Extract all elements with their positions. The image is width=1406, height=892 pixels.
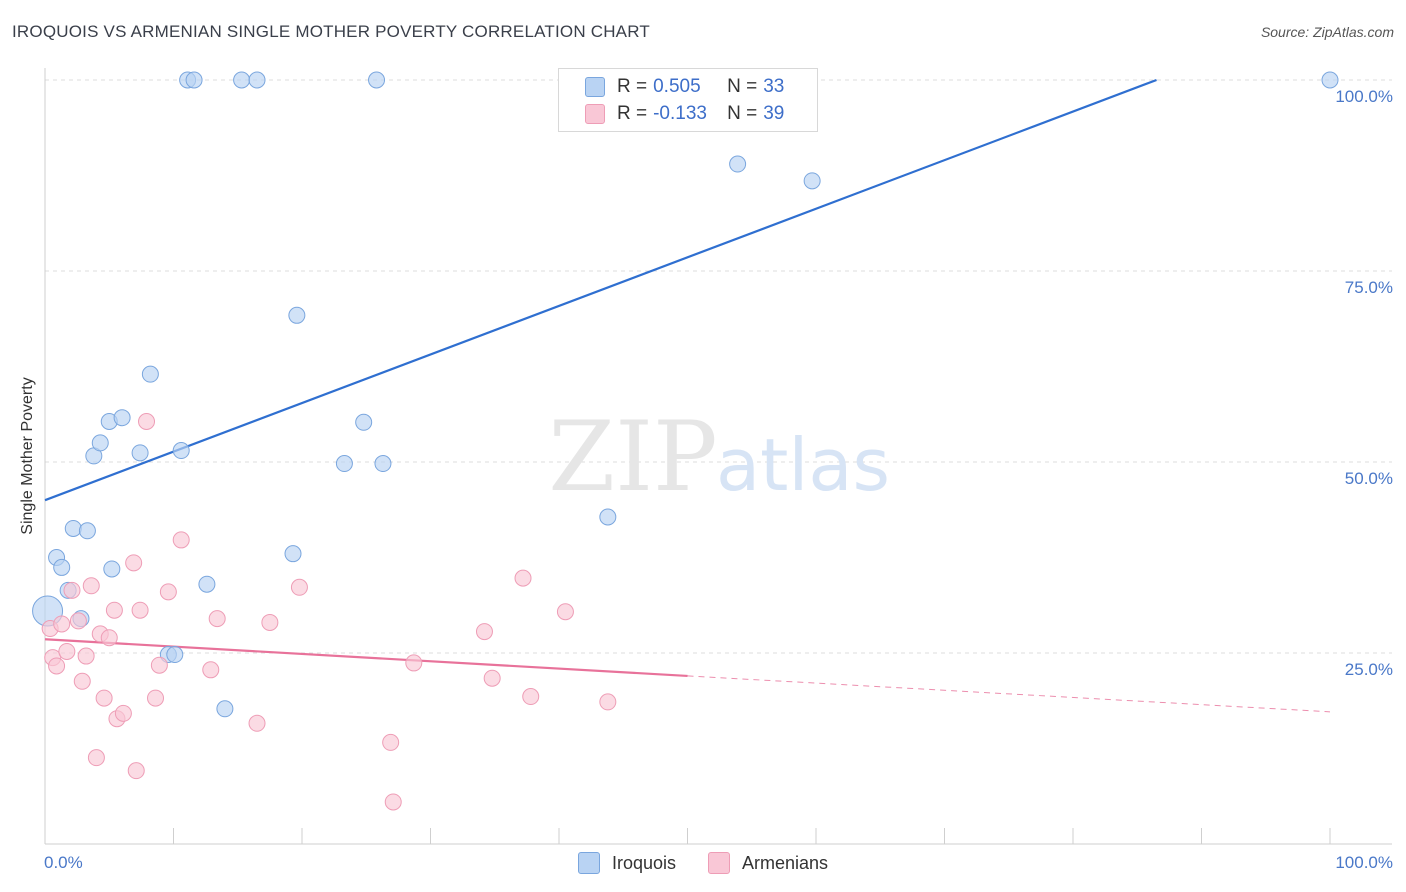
iroquois-point xyxy=(91,434,109,452)
armenians-point xyxy=(208,610,226,628)
armenians-point xyxy=(58,642,76,660)
armenians-point xyxy=(261,613,279,631)
armenians-point xyxy=(248,714,266,732)
iroquois-point xyxy=(248,71,266,89)
armenians-point xyxy=(405,654,423,672)
iroquois-point xyxy=(729,155,747,173)
armenians-point xyxy=(483,669,501,687)
iroquois-swatch xyxy=(585,77,605,97)
iroquois-point xyxy=(368,71,386,89)
armenians-point xyxy=(82,577,100,595)
armenians-point xyxy=(73,672,91,690)
armenians-swatch xyxy=(585,104,605,124)
armenians-point xyxy=(100,629,118,647)
armenians-point xyxy=(172,531,190,549)
y-tick-label: 100.0% xyxy=(1335,87,1393,106)
armenians-point xyxy=(125,554,143,572)
iroquois-point xyxy=(335,455,353,473)
trend-lines xyxy=(44,78,1331,713)
armenians-point xyxy=(48,657,66,675)
iroquois-point xyxy=(803,172,821,190)
series-legend: Iroquois Armenians xyxy=(0,852,1406,874)
n-label: N = xyxy=(727,76,758,97)
armenians-point xyxy=(114,704,132,722)
armenians-point xyxy=(522,688,540,706)
r-label: R = xyxy=(617,103,648,124)
iroquois-swatch xyxy=(577,852,600,874)
n-label: N = xyxy=(727,103,758,124)
watermark-atlas: atlas xyxy=(716,423,890,507)
iroquois-point xyxy=(53,558,71,576)
iroquois-point xyxy=(113,409,131,427)
armenians-point xyxy=(475,623,493,641)
iroquois-point xyxy=(78,522,96,540)
armenians-point xyxy=(159,583,177,601)
y-tick-label: 50.0% xyxy=(1344,469,1393,488)
legend-label: Iroquois xyxy=(611,852,676,873)
x-tick-label: 0.0% xyxy=(44,853,83,872)
iroquois-trend-line xyxy=(44,78,1157,502)
iroquois-point xyxy=(103,560,121,578)
armenians-point xyxy=(290,578,308,596)
legend-row-armenians: R = -0.133 N = 39 xyxy=(585,102,784,126)
armenians-point xyxy=(77,647,95,665)
iroquois-point xyxy=(131,444,149,462)
iroquois-point xyxy=(216,700,234,718)
x-tick-label: 100.0% xyxy=(1335,853,1393,872)
watermark-zip: ZIP xyxy=(548,401,717,513)
armenians-point xyxy=(384,793,402,811)
iroquois-point xyxy=(185,71,203,89)
legend-item-armenians[interactable]: Armenians xyxy=(708,852,828,874)
armenians-point xyxy=(53,615,71,633)
data-points xyxy=(32,71,1339,811)
iroquois-point xyxy=(141,365,159,383)
chart-title: IROQUOIS VS ARMENIAN SINGLE MOTHER POVER… xyxy=(12,22,650,41)
armenians-trend-line xyxy=(44,638,688,678)
iroquois-point xyxy=(284,545,302,563)
armenians-point xyxy=(147,689,165,707)
armenians-point xyxy=(105,601,123,619)
legend-item-iroquois[interactable]: Iroquois xyxy=(577,852,676,874)
armenians-point xyxy=(514,569,532,587)
armenians-point xyxy=(127,762,145,780)
y-tick-label: 25.0% xyxy=(1344,660,1393,679)
armenians-point xyxy=(138,413,156,431)
r-label: R = xyxy=(617,76,648,97)
iroquois-point xyxy=(198,575,216,593)
y-tick-label: 75.0% xyxy=(1344,278,1393,297)
legend-row-iroquois: R = 0.505 N = 33 xyxy=(585,75,784,99)
armenians-point xyxy=(202,661,220,679)
armenians-point xyxy=(63,581,81,599)
iroquois-point xyxy=(288,306,306,324)
iroquois-point xyxy=(166,646,184,664)
iroquois-point xyxy=(599,508,617,526)
armenians-point xyxy=(150,656,168,674)
correlation-legend: R = 0.505 N = 33 R = -0.133 N = 39 xyxy=(558,68,818,132)
iroquois-point xyxy=(64,519,82,537)
iroquois-point xyxy=(355,413,373,431)
armenians-trend-extension xyxy=(687,675,1331,713)
iroquois-point xyxy=(172,442,190,460)
iroquois-point xyxy=(233,71,251,89)
axes xyxy=(44,68,1392,845)
chart-source: Source: ZipAtlas.com xyxy=(1260,24,1394,40)
n-value: 39 xyxy=(763,103,785,124)
n-value: 33 xyxy=(763,76,785,97)
iroquois-point xyxy=(374,455,392,473)
armenians-point xyxy=(599,693,617,711)
armenians-point xyxy=(87,749,105,767)
armenians-point xyxy=(69,612,87,630)
iroquois-point xyxy=(1321,71,1339,89)
armenians-swatch xyxy=(708,852,730,874)
legend-label: Armenians xyxy=(742,852,829,873)
r-value: -0.133 xyxy=(653,103,707,124)
watermark: ZIP atlas xyxy=(548,401,890,513)
armenians-point xyxy=(95,689,113,707)
r-value: 0.505 xyxy=(653,76,701,97)
armenians-point xyxy=(556,603,574,621)
grid-lines xyxy=(45,79,1392,654)
armenians-point xyxy=(131,601,149,619)
armenians-point xyxy=(382,733,400,751)
